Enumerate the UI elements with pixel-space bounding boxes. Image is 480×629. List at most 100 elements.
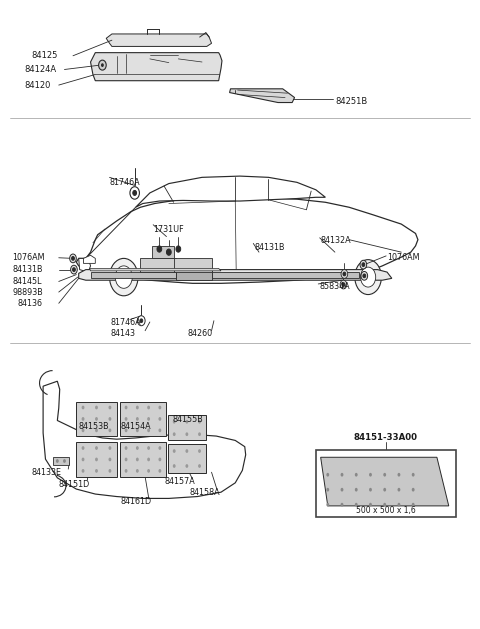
Circle shape: [412, 488, 415, 491]
Circle shape: [185, 432, 188, 436]
Circle shape: [136, 457, 139, 461]
Circle shape: [326, 473, 329, 477]
Circle shape: [95, 428, 98, 432]
Text: 84158A: 84158A: [189, 488, 220, 498]
Circle shape: [115, 266, 132, 288]
Text: 84151-33A00: 84151-33A00: [354, 433, 418, 442]
Circle shape: [136, 469, 139, 473]
Circle shape: [95, 406, 98, 409]
Text: 84132A: 84132A: [321, 237, 351, 245]
Circle shape: [147, 417, 150, 421]
Circle shape: [384, 488, 386, 491]
Circle shape: [109, 259, 138, 296]
Circle shape: [355, 260, 382, 294]
Circle shape: [95, 446, 98, 450]
Circle shape: [198, 432, 201, 436]
Circle shape: [173, 432, 176, 436]
Circle shape: [369, 503, 372, 506]
Circle shape: [108, 428, 111, 432]
Circle shape: [341, 473, 343, 477]
Circle shape: [136, 446, 139, 450]
Circle shape: [133, 191, 137, 196]
Circle shape: [362, 263, 365, 267]
Text: 84136: 84136: [17, 299, 42, 308]
Circle shape: [147, 457, 150, 461]
Circle shape: [397, 473, 400, 477]
Text: 81746A: 81746A: [111, 318, 142, 327]
Polygon shape: [53, 457, 69, 465]
Circle shape: [136, 406, 139, 409]
Circle shape: [158, 428, 161, 432]
Circle shape: [108, 417, 111, 421]
Text: 81746A: 81746A: [109, 178, 140, 187]
Circle shape: [125, 457, 128, 461]
Text: 1076AM: 1076AM: [387, 253, 420, 262]
Circle shape: [343, 272, 346, 276]
Circle shape: [71, 265, 77, 274]
Text: 84151D: 84151D: [59, 479, 90, 489]
Circle shape: [95, 469, 98, 473]
Circle shape: [136, 428, 139, 432]
Circle shape: [412, 503, 415, 506]
Circle shape: [63, 459, 66, 463]
Circle shape: [147, 469, 150, 473]
Circle shape: [342, 282, 345, 286]
Circle shape: [341, 270, 348, 279]
Circle shape: [369, 488, 372, 491]
Text: 84131B: 84131B: [254, 243, 285, 252]
Polygon shape: [91, 272, 176, 279]
Circle shape: [125, 446, 128, 450]
Circle shape: [369, 473, 372, 477]
Circle shape: [95, 457, 98, 461]
Circle shape: [185, 464, 188, 468]
Circle shape: [147, 428, 150, 432]
Circle shape: [147, 446, 150, 450]
Polygon shape: [91, 53, 222, 81]
Text: 85834A: 85834A: [319, 282, 350, 291]
Circle shape: [363, 274, 366, 278]
Text: 98893B: 98893B: [12, 287, 43, 296]
Text: 84133E: 84133E: [31, 468, 61, 477]
Circle shape: [397, 503, 400, 506]
Circle shape: [95, 417, 98, 421]
Text: 84161D: 84161D: [120, 497, 152, 506]
Polygon shape: [321, 457, 449, 506]
Circle shape: [98, 60, 106, 70]
Circle shape: [108, 469, 111, 473]
Polygon shape: [176, 268, 212, 280]
Circle shape: [384, 473, 386, 477]
Circle shape: [136, 417, 139, 421]
Text: 84251B: 84251B: [335, 97, 367, 106]
Polygon shape: [212, 272, 359, 279]
Text: 84145L: 84145L: [12, 277, 42, 286]
Circle shape: [158, 446, 161, 450]
Circle shape: [101, 64, 104, 67]
Circle shape: [326, 503, 329, 506]
Circle shape: [82, 417, 84, 421]
Polygon shape: [76, 442, 117, 477]
Polygon shape: [120, 402, 166, 436]
Circle shape: [82, 446, 84, 450]
Text: 84124A: 84124A: [24, 65, 56, 74]
Circle shape: [125, 428, 128, 432]
Circle shape: [384, 503, 386, 506]
Circle shape: [108, 457, 111, 461]
Circle shape: [173, 464, 176, 468]
Text: 84153B: 84153B: [79, 422, 109, 431]
Polygon shape: [168, 416, 206, 440]
Circle shape: [70, 254, 76, 263]
Circle shape: [130, 187, 139, 199]
Polygon shape: [229, 89, 295, 103]
Circle shape: [397, 488, 400, 491]
Circle shape: [125, 469, 128, 473]
Circle shape: [355, 473, 358, 477]
Circle shape: [173, 420, 176, 423]
Circle shape: [82, 428, 84, 432]
Circle shape: [82, 469, 84, 473]
Text: 84154A: 84154A: [120, 422, 151, 431]
Circle shape: [125, 417, 128, 421]
Text: 84155B: 84155B: [173, 415, 204, 424]
Polygon shape: [79, 259, 91, 272]
Text: 84120: 84120: [24, 81, 50, 89]
Polygon shape: [76, 198, 418, 283]
